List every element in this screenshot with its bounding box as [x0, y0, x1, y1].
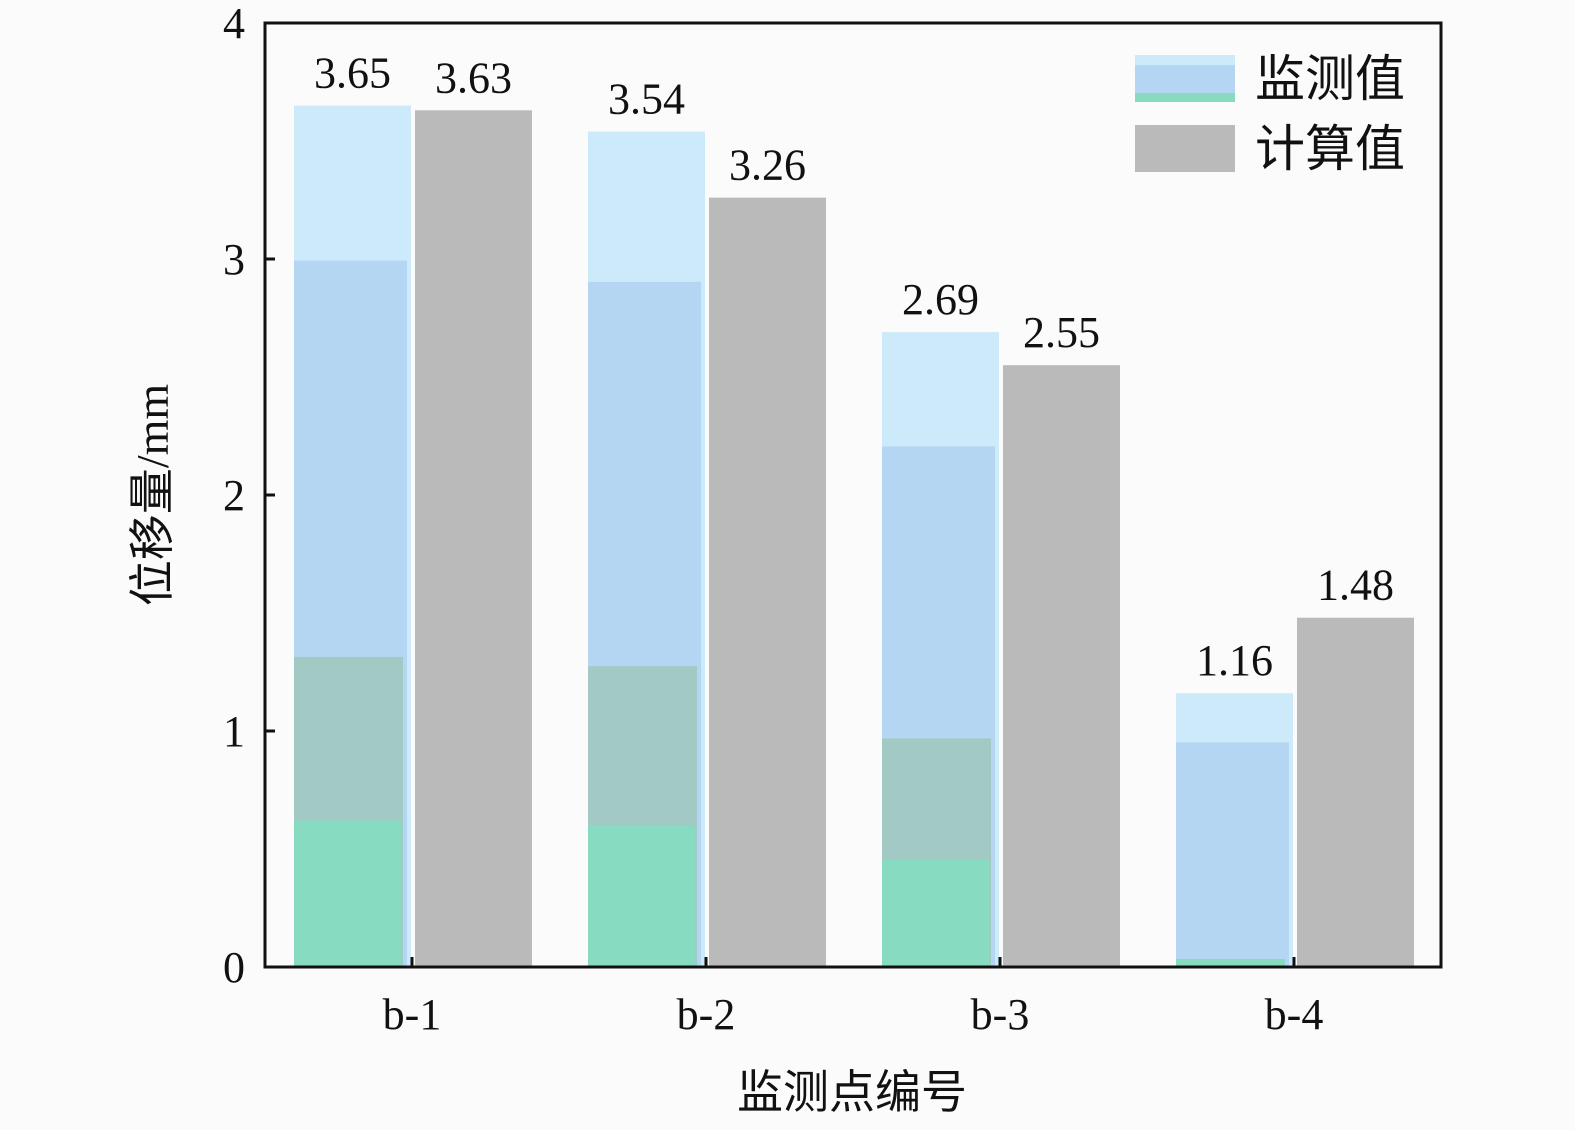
bar-computed-b-2	[709, 197, 826, 967]
legend: 监测值 计算值	[1135, 51, 1405, 177]
y-tick-label-1: 1	[223, 707, 245, 756]
bar-monitored-b-2	[588, 131, 705, 967]
bar-computed-b-3	[1003, 365, 1120, 967]
bar-monitored-mid-b-4	[1176, 742, 1289, 967]
data-label-computed-b-4: 1.48	[1317, 561, 1394, 610]
bar-computed-b-4	[1297, 617, 1414, 967]
legend-label-computed: 计算值	[1255, 121, 1405, 177]
y-tick-label-4: 4	[223, 0, 245, 48]
bar-computed-b-1	[415, 110, 532, 967]
legend-swatch-computed	[1135, 125, 1235, 172]
y-tick-label-2: 2	[223, 471, 245, 520]
data-label-monitored-b-1: 3.65	[314, 49, 391, 98]
y-tick-label-0: 0	[223, 943, 245, 992]
bar-monitored-base-b-1	[294, 820, 401, 967]
data-label-computed-b-1: 3.63	[435, 53, 512, 102]
y-axis-title: 位移量/mm	[127, 384, 178, 607]
bars-layer	[294, 105, 1414, 968]
legend-swatch-monitored-top	[1135, 55, 1235, 65]
x-tick-label-b-1: b-1	[383, 990, 442, 1039]
bar-monitored-b-4	[1176, 693, 1293, 967]
data-label-monitored-b-2: 3.54	[608, 75, 685, 124]
labels-layer: 3.65 3.63 b-1 3.54 3.26 b-2 2.69 2.55 b-3 1.16 1.4…	[223, 0, 1394, 1039]
data-label-monitored-b-4: 1.16	[1196, 636, 1273, 685]
data-label-computed-b-3: 2.55	[1023, 308, 1100, 357]
ticks-layer	[265, 21, 1296, 969]
legend-swatch-monitored-base	[1135, 93, 1235, 102]
data-label-monitored-b-3: 2.69	[902, 275, 979, 324]
bar-monitored-b-1	[294, 105, 411, 968]
bar-monitored-b-3	[882, 332, 999, 967]
bar-monitored-base-b-3	[882, 859, 989, 967]
legend-swatch-monitored	[1135, 55, 1235, 102]
x-tick-label-b-2: b-2	[677, 990, 736, 1039]
legend-label-monitored: 监测值	[1255, 51, 1405, 107]
bar-monitored-base-b-2	[588, 824, 695, 967]
data-label-computed-b-2: 3.26	[729, 141, 806, 190]
bar-monitored-base-b-4	[1176, 959, 1285, 967]
x-tick-label-b-4: b-4	[1265, 990, 1324, 1039]
x-tick-label-b-3: b-3	[971, 990, 1030, 1039]
x-axis-title: 监测点编号	[737, 1067, 967, 1118]
y-tick-label-3: 3	[223, 235, 245, 284]
